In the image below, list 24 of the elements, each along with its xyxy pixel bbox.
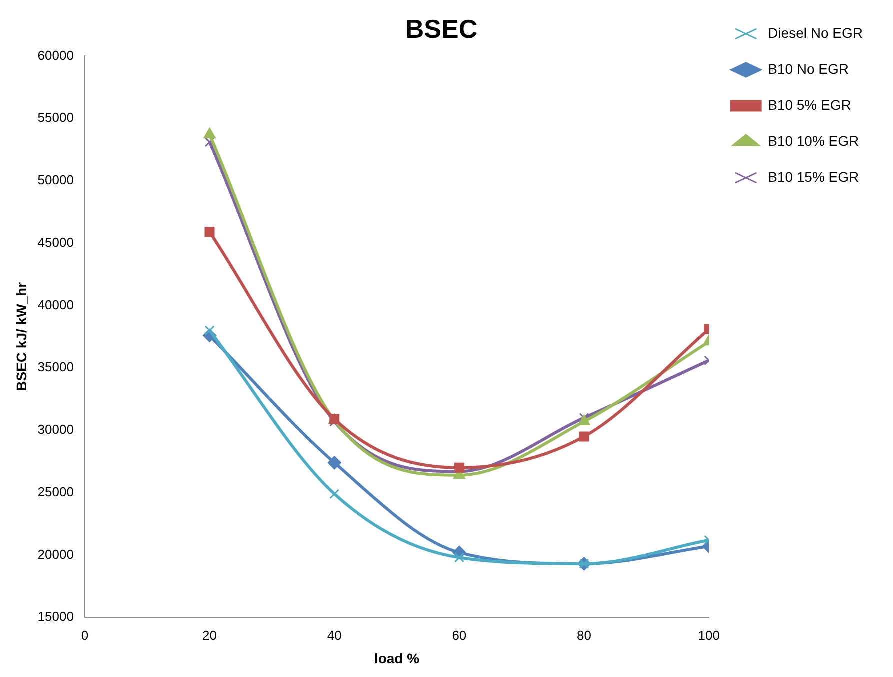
y-tick-label: 45000: [38, 234, 74, 250]
x-axis-title: load %: [374, 650, 420, 666]
legend-label: Diesel No EGR: [768, 24, 864, 41]
legend-label: B10 No EGR: [768, 60, 850, 77]
y-tick-label: 20000: [38, 546, 74, 562]
x-tick-label: 80: [577, 628, 592, 643]
x-tick-label: 40: [327, 628, 342, 643]
y-tick-label: 50000: [38, 172, 74, 188]
x-tick-label: 100: [698, 628, 720, 643]
y-tick-label: 55000: [38, 110, 74, 126]
legend-label: B10 5% EGR: [768, 96, 852, 113]
y-tick-label: 25000: [38, 484, 74, 500]
x-tick-label: 60: [452, 628, 467, 643]
y-tick-label: 35000: [38, 360, 74, 375]
y-tick-label: 60000: [38, 48, 74, 63]
chart-title: BSEC: [405, 14, 478, 44]
x-tick-label: 20: [202, 628, 218, 643]
y-tick-label: 40000: [38, 297, 74, 312]
y-tick-label: 15000: [38, 609, 74, 624]
legend-label: B10 15% EGR: [768, 168, 860, 185]
x-tick-label: 0: [81, 628, 89, 643]
legend-label: B10 10% EGR: [768, 132, 860, 149]
y-tick-label: 30000: [38, 422, 74, 438]
y-axis-title: BSEC kJ/ kW_hr: [13, 282, 30, 392]
